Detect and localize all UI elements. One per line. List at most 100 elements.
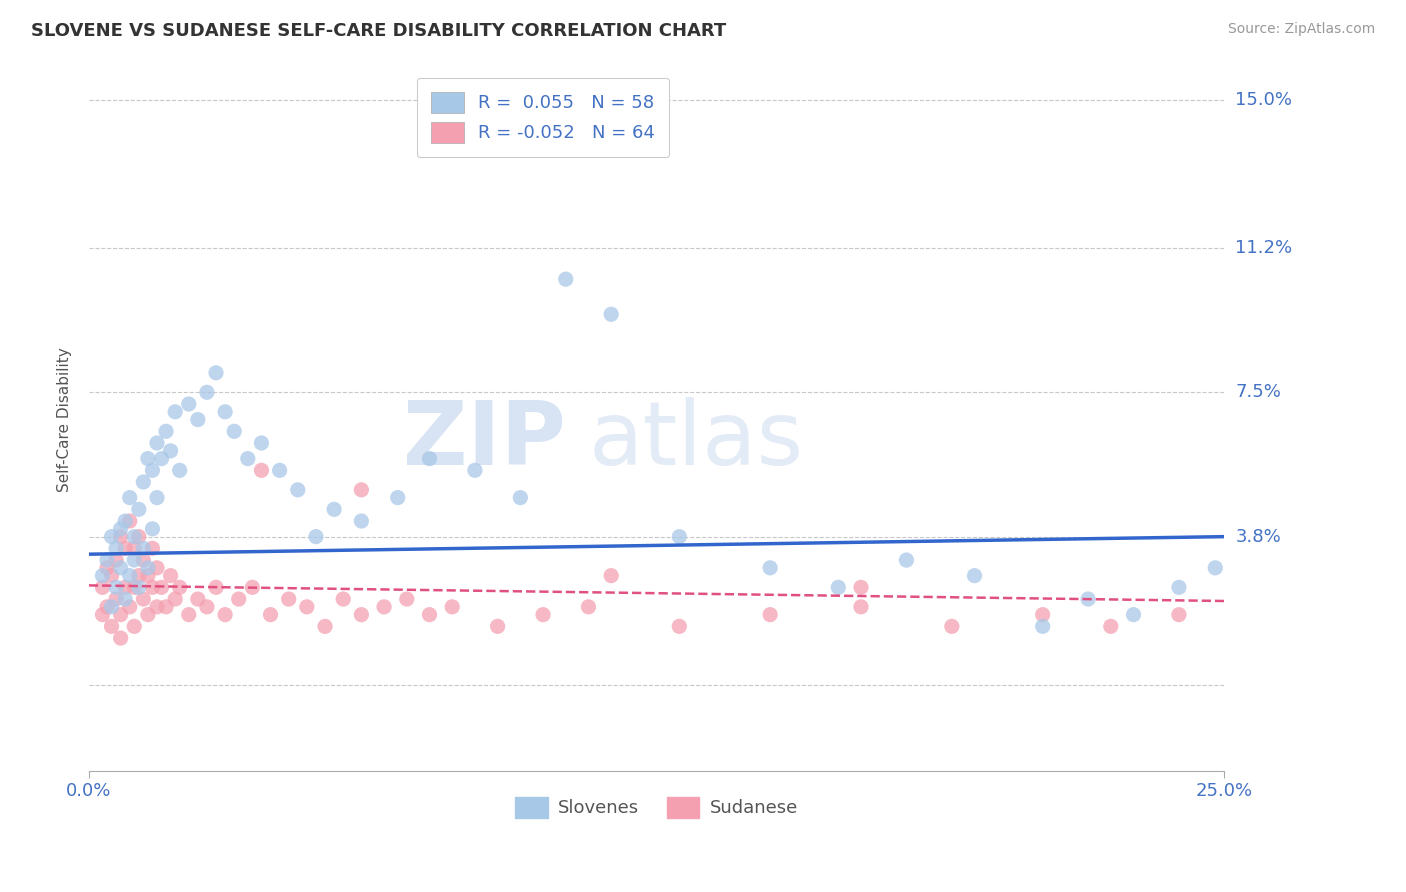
Point — [323, 502, 346, 516]
Point — [118, 568, 141, 582]
Point — [91, 607, 114, 622]
Point — [395, 592, 418, 607]
Text: ZIP: ZIP — [404, 397, 565, 484]
Point — [668, 530, 690, 544]
Point — [195, 599, 218, 614]
Point — [205, 580, 228, 594]
Point — [122, 619, 145, 633]
Point — [136, 561, 159, 575]
Point — [96, 599, 118, 614]
Point — [941, 619, 963, 633]
Point — [177, 607, 200, 622]
Point — [132, 475, 155, 489]
Point — [96, 553, 118, 567]
Point — [236, 451, 259, 466]
Point — [187, 592, 209, 607]
Point — [418, 607, 440, 622]
Point — [128, 580, 150, 594]
Point — [105, 592, 128, 607]
Point — [128, 568, 150, 582]
Point — [146, 599, 169, 614]
Point — [214, 607, 236, 622]
Point — [159, 443, 181, 458]
Point — [132, 592, 155, 607]
Point — [250, 463, 273, 477]
Point — [464, 463, 486, 477]
Point — [295, 599, 318, 614]
Point — [1204, 561, 1226, 575]
Point — [159, 568, 181, 582]
Point — [759, 607, 782, 622]
Point — [228, 592, 250, 607]
Point — [373, 599, 395, 614]
Point — [169, 463, 191, 477]
Point — [141, 522, 163, 536]
Point — [100, 619, 122, 633]
Legend: Slovenes, Sudanese: Slovenes, Sudanese — [508, 789, 806, 825]
Point — [554, 272, 576, 286]
Point — [110, 631, 132, 645]
Point — [418, 451, 440, 466]
Point — [146, 561, 169, 575]
Point — [314, 619, 336, 633]
Point — [136, 451, 159, 466]
Point — [155, 599, 177, 614]
Point — [110, 522, 132, 536]
Point — [114, 541, 136, 556]
Point — [110, 530, 132, 544]
Point — [150, 451, 173, 466]
Point — [122, 530, 145, 544]
Point — [122, 541, 145, 556]
Point — [195, 385, 218, 400]
Point — [141, 580, 163, 594]
Point — [849, 599, 872, 614]
Point — [259, 607, 281, 622]
Point — [600, 568, 623, 582]
Point — [165, 405, 187, 419]
Point — [141, 541, 163, 556]
Point — [350, 607, 373, 622]
Point — [169, 580, 191, 594]
Point — [114, 514, 136, 528]
Point — [1032, 619, 1054, 633]
Point — [105, 553, 128, 567]
Point — [205, 366, 228, 380]
Point — [110, 561, 132, 575]
Point — [1122, 607, 1144, 622]
Point — [849, 580, 872, 594]
Point — [128, 502, 150, 516]
Text: atlas: atlas — [589, 397, 804, 484]
Point — [578, 599, 600, 614]
Point — [100, 530, 122, 544]
Point — [1077, 592, 1099, 607]
Point — [1167, 607, 1189, 622]
Point — [177, 397, 200, 411]
Point — [896, 553, 918, 567]
Text: 11.2%: 11.2% — [1236, 239, 1292, 257]
Point — [1167, 580, 1189, 594]
Point — [96, 561, 118, 575]
Point — [250, 436, 273, 450]
Point — [759, 561, 782, 575]
Point — [114, 580, 136, 594]
Point — [600, 307, 623, 321]
Point — [165, 592, 187, 607]
Text: SLOVENE VS SUDANESE SELF-CARE DISABILITY CORRELATION CHART: SLOVENE VS SUDANESE SELF-CARE DISABILITY… — [31, 22, 725, 40]
Point — [150, 580, 173, 594]
Point — [1099, 619, 1122, 633]
Point — [122, 580, 145, 594]
Point — [214, 405, 236, 419]
Point — [118, 514, 141, 528]
Text: 7.5%: 7.5% — [1236, 384, 1281, 401]
Point — [122, 553, 145, 567]
Point — [277, 592, 299, 607]
Point — [486, 619, 509, 633]
Point — [963, 568, 986, 582]
Point — [146, 436, 169, 450]
Point — [531, 607, 554, 622]
Point — [240, 580, 263, 594]
Point — [305, 530, 328, 544]
Point — [105, 580, 128, 594]
Point — [155, 425, 177, 439]
Y-axis label: Self-Care Disability: Self-Care Disability — [58, 347, 72, 492]
